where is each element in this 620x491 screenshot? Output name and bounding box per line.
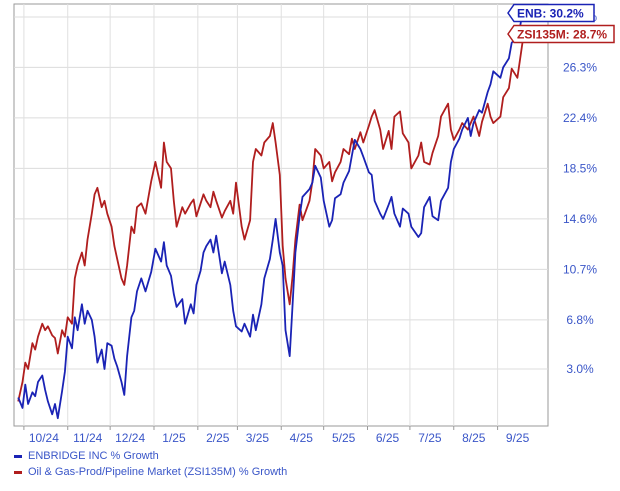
x-tick-label: 2/25 <box>206 431 230 445</box>
y-tick-label: 14.6% <box>563 212 597 226</box>
end-label-text: ENB: 30.2% <box>517 7 584 21</box>
x-tick-label: 9/25 <box>506 431 530 445</box>
series-line-enb <box>17 8 529 420</box>
legend-label-enb: ENBRIDGE INC % Growth <box>28 450 159 462</box>
end-label-enb: ENB: 30.2% <box>507 3 595 23</box>
end-label-box <box>507 24 615 44</box>
legend-swatch-enb <box>14 454 22 458</box>
legend-label-zsi135m: Oil & Gas-Prod/Pipeline Market (ZSI135M)… <box>28 466 288 478</box>
x-tick-label: 5/25 <box>332 431 356 445</box>
y-tick-label: 6.8% <box>566 313 594 327</box>
legend: ENBRIDGE INC % Growth Oil & Gas-Prod/Pip… <box>14 448 287 480</box>
y-tick-label: 26.3% <box>563 60 597 74</box>
y-tick-label: 22.4% <box>563 111 597 125</box>
legend-item-zsi135m: Oil & Gas-Prod/Pipeline Market (ZSI135M)… <box>14 464 287 480</box>
series-line-zsi135m <box>17 35 528 402</box>
x-tick-label: 6/25 <box>376 431 400 445</box>
x-tick-label: 4/25 <box>290 431 314 445</box>
y-tick-label: 18.5% <box>563 161 597 175</box>
y-tick-label: 3.0% <box>566 362 594 376</box>
y-tick-label: 10.7% <box>563 262 597 276</box>
x-tick-label: 12/24 <box>115 431 145 445</box>
legend-item-enb: ENBRIDGE INC % Growth <box>14 448 287 464</box>
legend-swatch-zsi135m <box>14 470 22 474</box>
end-label-box <box>507 3 595 23</box>
x-tick-label: 1/25 <box>162 431 186 445</box>
x-tick-label: 3/25 <box>246 431 270 445</box>
x-tick-label: 11/24 <box>73 431 102 445</box>
x-tick-label: 10/24 <box>29 431 59 445</box>
x-tick-label: 7/25 <box>418 431 442 445</box>
end-label-text: ZSI135M: 28.7% <box>517 28 607 42</box>
end-label-zsi135m: ZSI135M: 28.7% <box>507 24 615 44</box>
x-tick-label: 8/25 <box>462 431 486 445</box>
